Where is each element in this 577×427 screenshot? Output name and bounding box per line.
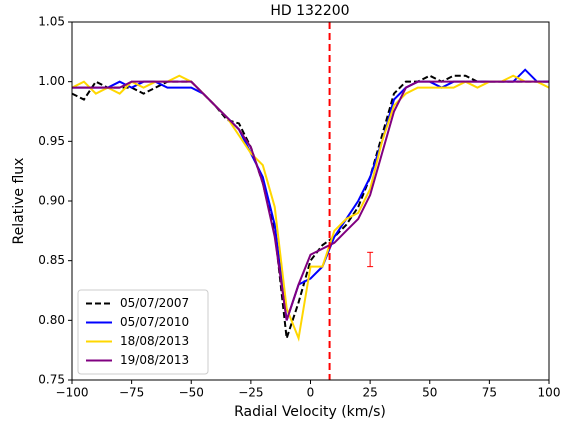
- series-line: [72, 80, 549, 321]
- y-tick-label: 0.85: [38, 253, 65, 267]
- legend-label: 18/08/2013: [120, 334, 189, 348]
- legend-box: [77, 289, 209, 375]
- y-tick-label: 1.00: [38, 74, 65, 88]
- legend-label: 19/08/2013: [120, 353, 189, 367]
- x-tick-label: −100: [56, 386, 89, 400]
- series-line: [72, 68, 549, 321]
- legend-label: 05/07/2010: [120, 315, 189, 329]
- x-tick-label: −75: [119, 386, 144, 400]
- y-axis-label: Relative flux: [11, 158, 27, 245]
- legend-label: 05/07/2007: [120, 296, 189, 310]
- x-tick-label: 50: [422, 386, 437, 400]
- x-axis-label: Radial Velocity (km/s): [234, 404, 386, 420]
- error-bar: [367, 251, 374, 268]
- y-tick-label: 0.95: [38, 134, 65, 148]
- chart-title: HD 132200: [270, 3, 349, 19]
- y-tick-label: 0.80: [38, 313, 65, 327]
- y-tick-label: 0.90: [38, 194, 65, 208]
- x-tick-label: 25: [362, 386, 377, 400]
- plot-frame: [71, 21, 550, 381]
- y-tick-label: 0.75: [38, 373, 65, 387]
- x-tick-label: 0: [307, 386, 315, 400]
- x-tick-label: −50: [179, 386, 204, 400]
- series-line: [71, 74, 550, 342]
- y-tick-label: 1.05: [38, 15, 65, 29]
- x-tick-label: 100: [538, 386, 561, 400]
- x-tick-label: 75: [482, 386, 497, 400]
- x-tick-label: −25: [238, 386, 263, 400]
- series-line: [71, 74, 549, 339]
